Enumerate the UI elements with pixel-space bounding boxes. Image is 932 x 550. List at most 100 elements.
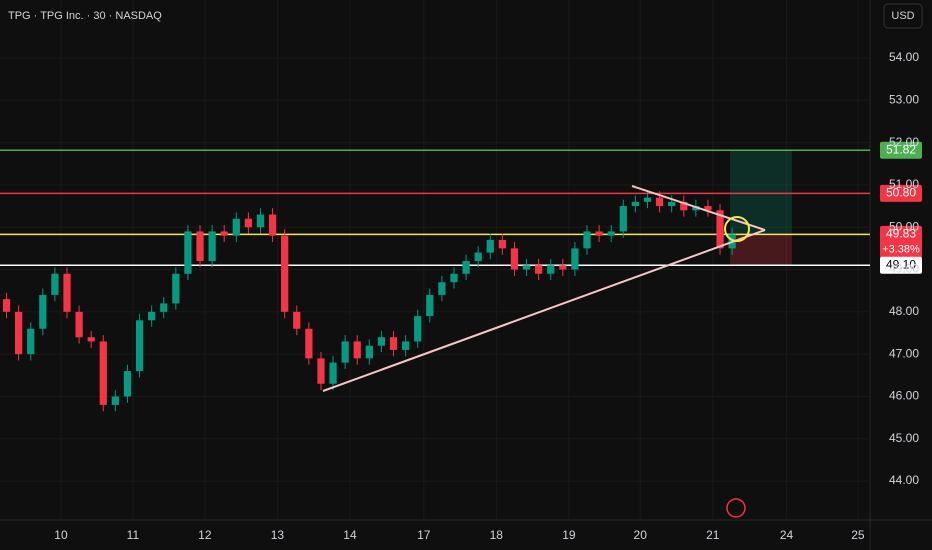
y-tick-label: 50.00 [889,219,919,233]
candle-body [583,231,591,249]
candle-body [51,273,59,295]
candle-body [99,341,107,405]
y-tick-label: 48.00 [889,304,919,318]
y-tick-label: 44.00 [889,473,919,487]
candle-body [353,341,361,359]
level-label: 49.83 [886,227,916,241]
candle-body [196,231,204,262]
level-badge [880,225,922,258]
axes: 44.00 45.00 46.00 47.00 48.00 49.00 50.00 51.00… [54,50,919,542]
trendline [631,185,766,231]
candle-body [559,265,567,270]
candle-body [14,311,23,355]
candle-body [87,337,95,342]
candle-body [268,214,277,236]
candle-body [535,265,543,274]
candle-body [281,235,289,312]
x-tick-label: 13 [271,528,285,542]
candle-body [111,396,119,405]
trendline [322,229,766,392]
candle-body [317,358,325,384]
event-icon[interactable] [726,498,746,518]
candle-body [655,197,664,207]
y-tick-label: 45.00 [889,431,919,445]
candle-body [160,303,168,312]
candle-body [232,218,240,236]
candle-body [75,311,83,338]
candle-body [619,206,627,232]
candle-body [135,320,144,372]
candle-body [414,316,422,342]
x-tick-label: 25 [851,528,865,542]
symbol-title: TPG · TPG Inc. · 30 · NASDAQ [8,10,162,22]
candle-body [208,231,216,262]
x-tick-label: 14 [343,528,357,542]
y-tick-label: 51.00 [889,177,919,191]
candle-body [462,261,470,274]
candle-body [704,206,712,211]
candle-body [220,231,228,236]
candle-body [172,273,180,304]
candle-body [329,362,337,384]
candle-body [438,282,446,295]
candle-body [244,218,253,228]
y-tick-label: 49.00 [889,262,919,276]
candle-body [450,273,458,283]
candle-body [389,337,398,350]
x-tick-label: 24 [780,528,794,542]
x-tick-label: 18 [490,528,504,542]
candle-body [2,299,11,312]
candle-body [595,231,603,236]
candle-body [716,210,724,249]
x-tick-label: 20 [634,528,648,542]
y-tick-label: 46.00 [889,389,919,403]
candle-body [123,371,132,397]
candle-body [643,197,652,202]
level-label: 49.10 [886,257,916,271]
candle-body [256,214,265,228]
candle-body [426,294,434,317]
candle-body [631,201,640,207]
x-tick-label: 21 [706,528,720,542]
candle-body [510,248,519,270]
y-tick-label: 54.00 [889,50,919,64]
candle-body [474,252,482,262]
candle-body [365,345,373,359]
candle-body [571,248,579,270]
candle-body [39,294,47,329]
change-label: +3.38% [882,243,920,255]
candle-body [27,328,35,355]
level-badge [880,184,922,202]
candle-body [668,201,676,207]
position-box [730,150,792,266]
x-tick-label: 17 [417,528,431,542]
grid [0,0,870,520]
candle-body [293,311,301,329]
level-label: 50.80 [886,186,916,200]
x-tick-label: 11 [127,528,140,542]
candle-body [184,231,192,274]
level-badge [880,141,922,159]
candle-body [547,265,555,274]
candle-body [63,273,71,312]
candles [2,191,736,412]
y-tick-label: 52.00 [889,135,919,149]
candle-body [486,239,494,253]
x-tick-label: 19 [562,528,576,542]
candle-body [305,328,313,359]
x-tick-label: 12 [198,528,212,542]
y-tick-label: 47.00 [889,346,919,360]
candle-body [607,231,615,236]
y-tick-label: 53.00 [889,92,919,106]
profit-zone [730,150,792,235]
candle-body [680,201,688,211]
currency-button[interactable] [883,3,923,29]
candle-body [377,337,386,346]
level-badge [880,256,922,274]
candle-body [401,341,410,350]
highlight-circle [724,216,750,242]
candle-body [148,311,156,321]
levels: 51.82 50.80 49.83 +3.38% 49.10 [0,141,922,274]
candle-body [498,239,506,249]
